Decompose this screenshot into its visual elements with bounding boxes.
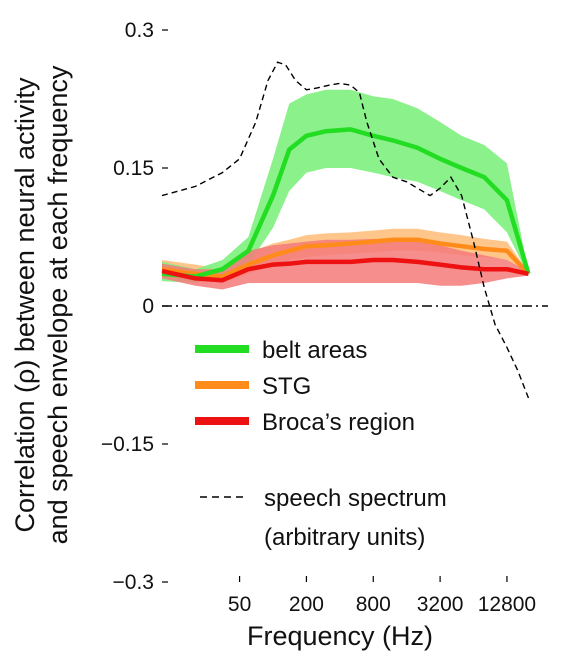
y-tick-label: 0.15 (113, 157, 154, 180)
legend: belt areas STG Broca’s region speech spe… (195, 337, 447, 551)
line-belt-areas (161, 127, 531, 279)
y-tick-label: −0.3 (113, 571, 154, 594)
line-stg (161, 237, 531, 279)
band-broca-s-region (162, 238, 529, 290)
legend-label-stg: STG (262, 373, 311, 400)
y-tick-label: 0.3 (125, 19, 154, 42)
legend-label-speech-spectrum-line-2: (arbitrary units) (264, 524, 425, 551)
x-tick-label: 3200 (417, 593, 464, 616)
y-tick-label: 0 (142, 295, 154, 318)
legend-label-belt-areas: belt areas (262, 337, 367, 364)
legend-label-speech-spectrum-line-1: speech spectrum (264, 485, 447, 512)
plot-area (161, 61, 548, 399)
y-axis-ticks: −0.3 −0.15 0 0.15 0.3 (101, 19, 168, 594)
series-lines (161, 127, 531, 283)
x-axis-title: Frequency (Hz) (247, 621, 433, 651)
confidence-bands (162, 89, 529, 290)
speech-spectrum-line (161, 61, 530, 399)
x-axis-ticks: 50 200 800 3200 12800 (228, 576, 536, 616)
y-axis-title-line-2: and speech envelope at each frequency (43, 65, 73, 544)
line-broca-s-region (161, 257, 529, 283)
x-tick-label: 12800 (478, 593, 536, 616)
line-speech-spectrum (161, 61, 530, 399)
x-tick-label: 200 (289, 593, 324, 616)
y-tick-label: −0.15 (101, 433, 154, 456)
x-tick-label: 50 (228, 593, 251, 616)
legend-label-brocas-region: Broca’s region (262, 409, 415, 436)
x-tick-label: 800 (356, 593, 391, 616)
y-axis-title-line-1: Correlation (ρ) between neural activity (10, 77, 40, 533)
